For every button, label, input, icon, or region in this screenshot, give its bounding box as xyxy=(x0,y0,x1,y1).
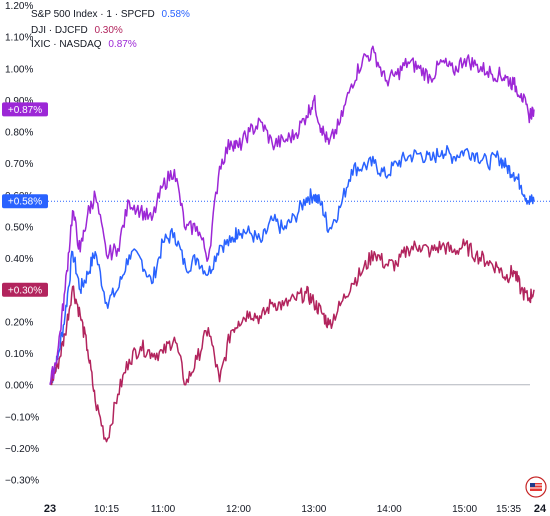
y-tick-label: 0.20% xyxy=(5,317,33,328)
badge-spx: +0.58% xyxy=(2,194,48,209)
badge-background xyxy=(2,194,48,209)
legend-spx-name: S&P 500 Index · 1 · SPCFD xyxy=(31,9,155,20)
x-tick-label: 15:00 xyxy=(452,504,477,515)
badges: +0.58% +0.30% +0.87% xyxy=(2,102,48,297)
x-tick-label: 10:15 xyxy=(94,504,119,515)
y-tick-label: 0.00% xyxy=(5,381,33,392)
y-tick-label: 0.10% xyxy=(5,349,33,360)
legend-ixic: IXIC · NASDAQ 0.87% xyxy=(31,39,137,50)
y-tick-label: 0.40% xyxy=(5,254,33,265)
y-tick-label: 0.70% xyxy=(5,159,33,170)
y-tick-label: 1.20% xyxy=(5,1,33,12)
x-axis: 23 10:15 11:00 12:00 13:00 14:00 15:00 15:35 24 xyxy=(44,503,547,515)
flag-icon[interactable] xyxy=(525,476,547,498)
badge-ixic: +0.87% xyxy=(2,102,48,117)
y-tick-label: 1.10% xyxy=(5,33,33,44)
legend-ixic-name: IXIC · NASDAQ xyxy=(31,39,102,50)
y-tick-label: 1.00% xyxy=(5,64,33,75)
badge-dji: +0.30% xyxy=(2,282,48,297)
badge-label: +0.30% xyxy=(8,285,42,296)
y-tick-label: 0.50% xyxy=(5,223,33,234)
y-tick-label: 0.90% xyxy=(5,96,33,107)
badge-label: +0.58% xyxy=(8,197,42,208)
legend-dji-name: DJI · DJCFD xyxy=(31,25,88,36)
legend-dji: DJI · DJCFD 0.30% xyxy=(31,25,123,36)
x-tick-label: 23 xyxy=(44,503,56,515)
legend: S&P 500 Index · 1 · SPCFD 0.58% DJI · DJ… xyxy=(31,9,190,50)
y-tick-label: −0.30% xyxy=(5,476,39,487)
legend-dji-value: 0.30% xyxy=(94,25,122,36)
legend-ixic-value: 0.87% xyxy=(108,39,136,50)
series-line-spx xyxy=(49,145,535,385)
legend-spx: S&P 500 Index · 1 · SPCFD 0.58% xyxy=(31,9,190,20)
series-line-dji xyxy=(49,238,535,443)
badge-label: +0.87% xyxy=(8,105,42,116)
y-tick-label: −0.20% xyxy=(5,444,39,455)
y-axis: 1.20%1.10%1.00%0.90%0.80%0.70%0.60%0.50%… xyxy=(5,1,39,487)
x-tick-label: 11:00 xyxy=(151,504,176,515)
x-tick-label: 12:00 xyxy=(226,504,251,515)
x-tick-label: 13:00 xyxy=(301,504,326,515)
badge-background xyxy=(2,282,48,297)
y-tick-label: −0.10% xyxy=(5,412,39,423)
x-tick-label: 15:35 xyxy=(496,504,521,515)
legend-spx-value: 0.58% xyxy=(162,9,190,20)
badge-background xyxy=(2,102,48,117)
x-tick-label: 14:00 xyxy=(377,504,402,515)
series-layer xyxy=(49,45,535,443)
series-line-ixic xyxy=(49,45,535,385)
x-tick-label: 24 xyxy=(534,503,547,515)
y-tick-label: 0.80% xyxy=(5,128,33,139)
